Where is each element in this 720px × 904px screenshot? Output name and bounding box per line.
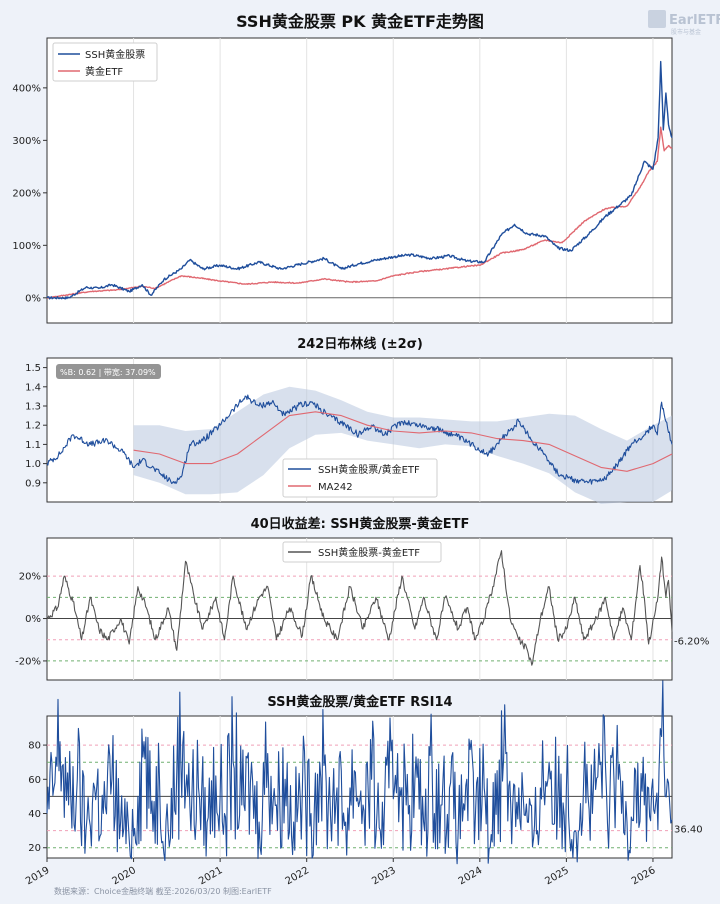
x-tick-label: 2025 bbox=[543, 865, 571, 887]
x-axis: 2019 2020 2021 2022 2023 2024 2025 2026 bbox=[24, 858, 657, 887]
series-line-2 bbox=[46, 126, 673, 299]
y-tick-label: 1.3 bbox=[25, 402, 41, 413]
y-tick-label: 0% bbox=[25, 293, 41, 304]
legend-label: SSH黄金股票-黄金ETF bbox=[318, 546, 420, 559]
x-tick-label: 2020 bbox=[111, 865, 139, 887]
watermark-logo: EarlETF 股市与基金 bbox=[648, 10, 720, 36]
x-tick-label: 2023 bbox=[370, 865, 398, 887]
y-tick-label: 100% bbox=[12, 241, 41, 252]
x-tick-label: 2021 bbox=[197, 865, 225, 887]
legend-box bbox=[282, 541, 442, 563]
panel-4: SSH黄金股票/黄金ETF RSI14 20 40 60 80 36.40 bbox=[28, 680, 703, 865]
legend-box bbox=[282, 458, 438, 498]
legend-label: SSH黄金股票 bbox=[85, 48, 145, 61]
y-tick-label: 80 bbox=[28, 741, 41, 752]
main-title: SSH黄金股票 PK 黄金ETF走势图 bbox=[236, 12, 484, 31]
y-tick-label: 60 bbox=[28, 775, 41, 786]
panel-2: 242日布林线 (±2σ) 0.9 1.0 1.1 1.2 1.3 1.4 1.5 %B: 0.… bbox=[25, 336, 673, 504]
plot-area bbox=[46, 37, 673, 324]
series-line-2 bbox=[133, 411, 673, 472]
y-tick-label: 1.1 bbox=[25, 440, 41, 451]
watermark-icon bbox=[648, 10, 666, 28]
x-tick-label: 2022 bbox=[284, 865, 312, 887]
x-tick-label: 2026 bbox=[630, 865, 658, 887]
y-tick-label: 200% bbox=[12, 188, 41, 199]
panel-title: 40日收益差: SSH黄金股票-黄金ETF bbox=[251, 516, 470, 532]
x-tick-label: 2024 bbox=[457, 865, 485, 887]
watermark-text: EarlETF bbox=[669, 13, 720, 28]
y-tick-label: 20% bbox=[19, 572, 41, 583]
last-value-label: 36.40 bbox=[674, 825, 703, 836]
y-tick-label: 0.9 bbox=[25, 478, 41, 489]
legend: SSH黄金股票/黄金ETF MA242 bbox=[282, 458, 438, 498]
series-line-1 bbox=[46, 680, 673, 865]
source-footer: 数据来源：Choice金融终端 截至:2026/03/20 制图:EarlETF bbox=[54, 887, 272, 896]
last-value-label: -6.20% bbox=[674, 637, 709, 648]
series-line-1 bbox=[46, 550, 673, 666]
y-tick-label: 1.2 bbox=[25, 421, 41, 432]
x-tick-label: 2019 bbox=[24, 865, 52, 887]
y-tick-label: 1.4 bbox=[25, 382, 41, 393]
series-line-1 bbox=[46, 60, 673, 300]
y-tick-label: 1.0 bbox=[25, 459, 41, 470]
watermark-subtext: 股市与基金 bbox=[671, 28, 701, 36]
legend-label: SSH黄金股票/黄金ETF bbox=[318, 463, 420, 476]
legend: SSH黄金股票-黄金ETF bbox=[282, 541, 442, 563]
bollinger-band bbox=[133, 386, 673, 504]
y-tick-label: 40 bbox=[28, 809, 41, 820]
stats-text: %B: 0.62 | 带宽: 37.09% bbox=[60, 367, 156, 377]
y-tick-label: 0% bbox=[25, 614, 41, 625]
stats-box bbox=[56, 364, 161, 379]
panel-title: 242日布林线 (±2σ) bbox=[297, 336, 423, 352]
y-tick-label: 1.5 bbox=[25, 363, 41, 374]
series-line-1 bbox=[46, 394, 673, 485]
panel-3: 40日收益差: SSH黄金股票-黄金ETF -20% 0% 20% -6.20% SSH黄… bbox=[15, 516, 709, 681]
legend-label: MA242 bbox=[318, 482, 353, 493]
y-tick-label: 300% bbox=[12, 136, 41, 147]
y-tick-label: 400% bbox=[12, 83, 41, 94]
y-tick-label: -20% bbox=[15, 656, 41, 667]
legend-label: 黄金ETF bbox=[85, 65, 123, 78]
y-tick-label: 20 bbox=[28, 843, 41, 854]
panel-title: SSH黄金股票/黄金ETF RSI14 bbox=[267, 694, 452, 710]
